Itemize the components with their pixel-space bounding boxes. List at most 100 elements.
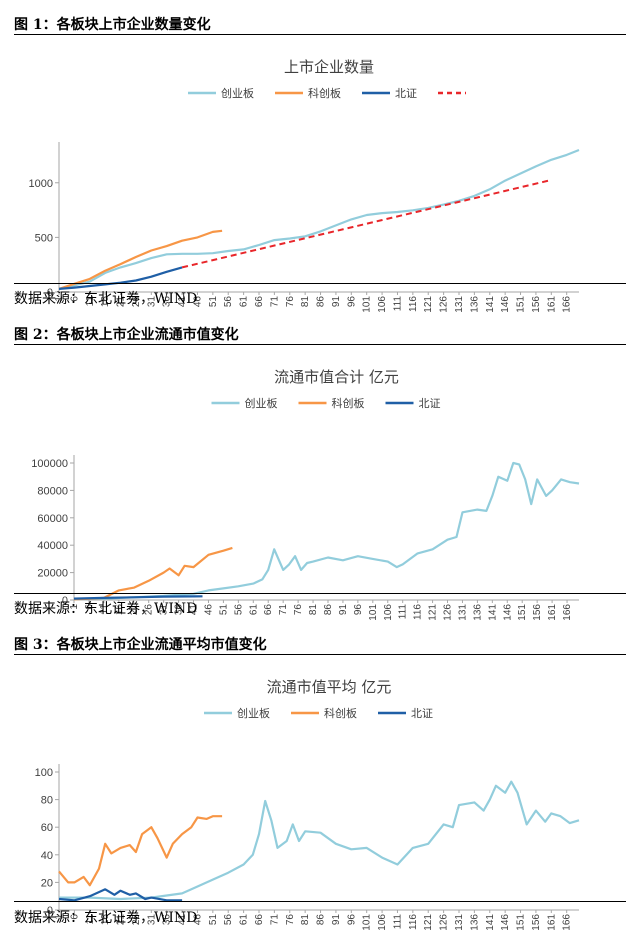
series-line-科创板 [58, 815, 223, 887]
x-tick-label: 31 [159, 604, 170, 616]
x-tick-label: 61 [239, 914, 250, 926]
x-tick-label: 36 [162, 296, 173, 308]
x-tick-label: 1 [69, 604, 80, 610]
source-note: 数据来源：东北证券，WIND [14, 910, 198, 926]
figure-title: 图 1：各板块上市企业数量变化 [14, 17, 211, 33]
figure-title: 图 2：各板块上市企业流通市值变化 [14, 327, 239, 343]
x-tick-label: 46 [192, 914, 203, 926]
x-tick-label: 11 [85, 296, 96, 307]
series-line-创业板 [58, 148, 580, 290]
x-tick-label: 26 [144, 604, 155, 616]
x-tick-label: 91 [331, 296, 342, 308]
series-line-创业板 [73, 461, 580, 601]
x-tick-label: 71 [269, 914, 280, 926]
x-tick-label: 16 [114, 604, 125, 616]
y-tick-label: 100 [35, 767, 53, 779]
y-tick-label: 500 [35, 232, 53, 244]
x-tick-label: 166 [562, 604, 573, 621]
x-tick-label: 31 [146, 296, 157, 308]
x-tick-label: 136 [469, 296, 480, 313]
x-tick-label: 41 [189, 604, 200, 616]
legend-label: 北证 [419, 397, 441, 410]
y-tick-label: 80000 [37, 485, 68, 497]
x-tick-label: 76 [285, 914, 296, 926]
x-tick-label: 161 [546, 914, 557, 931]
x-tick-label: 111 [398, 604, 409, 620]
x-tick-label: 136 [469, 914, 480, 931]
x-tick-label: 161 [547, 604, 558, 621]
x-tick-label: 11 [85, 914, 96, 925]
legend-label: 科创板 [308, 86, 341, 100]
x-tick-label: 66 [254, 296, 265, 308]
x-tick-label: 6 [69, 914, 80, 920]
x-tick-label: 141 [487, 604, 498, 621]
x-tick-label: 31 [146, 914, 157, 926]
x-tick-label: 106 [377, 914, 388, 931]
x-tick-label: 86 [323, 604, 334, 616]
x-tick-label: 76 [285, 296, 296, 308]
x-tick-label: 76 [293, 604, 304, 616]
x-tick-label: 51 [208, 914, 219, 926]
legend-label: 北证 [411, 707, 433, 720]
x-tick-label: 106 [377, 296, 388, 313]
x-tick-label: 21 [116, 914, 127, 926]
x-tick-label: 101 [368, 604, 379, 621]
chart-title: 流通市值平均 亿元 [267, 678, 392, 696]
x-tick-label: 96 [346, 914, 357, 926]
x-tick-label: 131 [454, 296, 465, 313]
source-rule [14, 593, 626, 594]
x-tick-label: 51 [218, 604, 229, 616]
x-tick-label: 96 [353, 604, 364, 616]
y-tick-label: 60000 [37, 513, 68, 525]
x-tick-label: 111 [392, 914, 403, 930]
x-tick-label: 166 [562, 296, 573, 313]
y-tick-label: 20000 [37, 568, 68, 580]
x-tick-label: 56 [233, 604, 244, 616]
x-tick-label: 11 [99, 604, 110, 615]
chart-title: 流通市值合计 亿元 [274, 368, 399, 386]
figure-3: 图 3：各板块上市企业流通平均市值变化 流通市值平均 亿元 创业板 科创板 北证 0 20… [14, 620, 626, 932]
x-tick-label: 131 [454, 914, 465, 931]
x-tick-label: 91 [331, 914, 342, 926]
y-tick-label: 40 [41, 850, 53, 862]
y-tick-label: 0 [47, 905, 53, 917]
x-tick-label: 26 [131, 296, 142, 308]
x-tick-label: 16 [100, 914, 111, 926]
x-tick-label: 96 [346, 296, 357, 308]
x-tick-label: 51 [208, 296, 219, 308]
series-line-北证 [58, 888, 183, 902]
x-tick-label: 151 [516, 914, 527, 931]
x-tick-label: 71 [269, 296, 280, 308]
x-tick-label: 66 [254, 914, 265, 926]
x-tick-label: 61 [239, 296, 250, 308]
y-tick-label: 0 [47, 287, 53, 299]
x-tick-label: 81 [300, 914, 311, 926]
x-tick-label: 56 [223, 914, 234, 926]
y-tick-label: 0 [62, 595, 68, 607]
series-line-创业板 [59, 780, 580, 901]
x-tick-label: 116 [413, 604, 424, 620]
source-rule [14, 283, 626, 284]
x-tick-label: 21 [129, 604, 140, 616]
figure-title: 图 3：各板块上市企业流通平均市值变化 [14, 637, 267, 653]
x-tick-label: 106 [383, 604, 394, 621]
trend-line [181, 179, 552, 269]
y-tick-label: 60 [41, 822, 53, 834]
x-tick-label: 86 [316, 914, 327, 926]
source-note: 数据来源：东北证券，WIND [14, 601, 198, 617]
x-tick-label: 86 [316, 296, 327, 308]
x-tick-label: 111 [392, 296, 403, 312]
x-tick-label: 116 [408, 914, 419, 930]
x-tick-label: 126 [439, 296, 450, 313]
x-tick-label: 116 [408, 296, 419, 312]
x-tick-label: 46 [192, 296, 203, 308]
legend-label: 科创板 [324, 706, 357, 720]
x-tick-label: 121 [428, 604, 439, 621]
title-rule [14, 344, 626, 345]
x-tick-label: 121 [423, 296, 434, 313]
x-tick-label: 66 [263, 604, 274, 616]
title-rule [14, 34, 626, 35]
